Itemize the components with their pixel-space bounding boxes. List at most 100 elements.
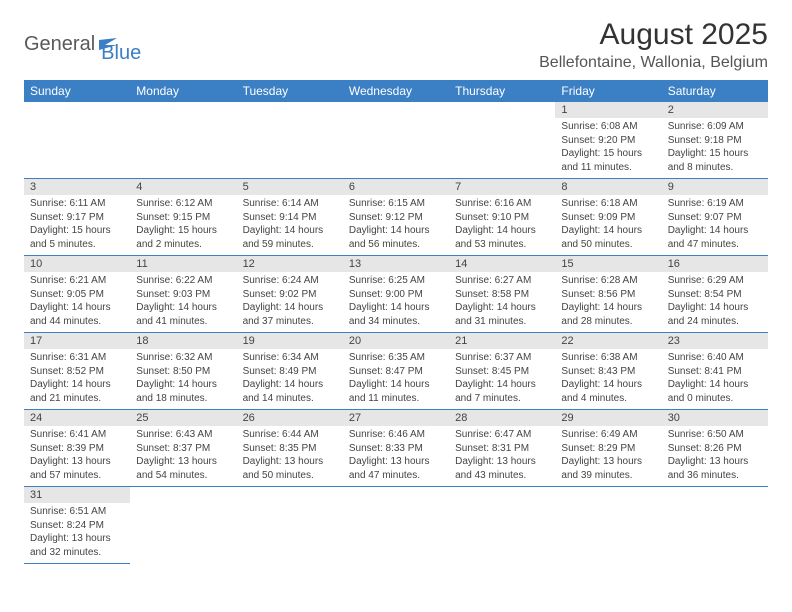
- day-info: Sunrise: 6:27 AMSunset: 8:58 PMDaylight:…: [449, 272, 555, 332]
- calendar-cell: 15Sunrise: 6:28 AMSunset: 8:56 PMDayligh…: [555, 256, 661, 333]
- day-header: Monday: [130, 80, 236, 102]
- day-number: 29: [555, 410, 661, 426]
- day-info: Sunrise: 6:09 AMSunset: 9:18 PMDaylight:…: [662, 118, 768, 178]
- calendar-cell: 12Sunrise: 6:24 AMSunset: 9:02 PMDayligh…: [237, 256, 343, 333]
- calendar-cell: 3Sunrise: 6:11 AMSunset: 9:17 PMDaylight…: [24, 179, 130, 256]
- logo-text-sub: Blue: [101, 42, 141, 64]
- calendar-cell: 21Sunrise: 6:37 AMSunset: 8:45 PMDayligh…: [449, 333, 555, 410]
- calendar-cell: 29Sunrise: 6:49 AMSunset: 8:29 PMDayligh…: [555, 410, 661, 487]
- calendar-row: 31Sunrise: 6:51 AMSunset: 8:24 PMDayligh…: [24, 487, 768, 564]
- day-number: 31: [24, 487, 130, 503]
- day-info: Sunrise: 6:41 AMSunset: 8:39 PMDaylight:…: [24, 426, 130, 486]
- calendar-cell: [130, 487, 236, 564]
- day-header: Tuesday: [237, 80, 343, 102]
- day-number: 15: [555, 256, 661, 272]
- day-number: 21: [449, 333, 555, 349]
- day-info: Sunrise: 6:43 AMSunset: 8:37 PMDaylight:…: [130, 426, 236, 486]
- calendar-row: 3Sunrise: 6:11 AMSunset: 9:17 PMDaylight…: [24, 179, 768, 256]
- calendar-cell: 20Sunrise: 6:35 AMSunset: 8:47 PMDayligh…: [343, 333, 449, 410]
- day-info: Sunrise: 6:46 AMSunset: 8:33 PMDaylight:…: [343, 426, 449, 486]
- day-info: Sunrise: 6:11 AMSunset: 9:17 PMDaylight:…: [24, 195, 130, 255]
- day-info: Sunrise: 6:44 AMSunset: 8:35 PMDaylight:…: [237, 426, 343, 486]
- calendar-cell: [449, 102, 555, 179]
- day-info: Sunrise: 6:50 AMSunset: 8:26 PMDaylight:…: [662, 426, 768, 486]
- day-number: 19: [237, 333, 343, 349]
- calendar-cell: 19Sunrise: 6:34 AMSunset: 8:49 PMDayligh…: [237, 333, 343, 410]
- day-number: 24: [24, 410, 130, 426]
- title-block: August 2025 Bellefontaine, Wallonia, Bel…: [539, 18, 768, 72]
- calendar-row: 1Sunrise: 6:08 AMSunset: 9:20 PMDaylight…: [24, 102, 768, 179]
- calendar-cell: [662, 487, 768, 564]
- calendar-cell: [343, 487, 449, 564]
- location-text: Bellefontaine, Wallonia, Belgium: [539, 54, 768, 72]
- calendar-cell: 1Sunrise: 6:08 AMSunset: 9:20 PMDaylight…: [555, 102, 661, 179]
- day-number: 4: [130, 179, 236, 195]
- calendar-row: 10Sunrise: 6:21 AMSunset: 9:05 PMDayligh…: [24, 256, 768, 333]
- day-number: 2: [662, 102, 768, 118]
- day-header: Thursday: [449, 80, 555, 102]
- day-info: Sunrise: 6:12 AMSunset: 9:15 PMDaylight:…: [130, 195, 236, 255]
- day-number: 27: [343, 410, 449, 426]
- day-info: Sunrise: 6:24 AMSunset: 9:02 PMDaylight:…: [237, 272, 343, 332]
- calendar-cell: 31Sunrise: 6:51 AMSunset: 8:24 PMDayligh…: [24, 487, 130, 564]
- calendar-row: 17Sunrise: 6:31 AMSunset: 8:52 PMDayligh…: [24, 333, 768, 410]
- calendar-cell: [343, 102, 449, 179]
- calendar-cell: 16Sunrise: 6:29 AMSunset: 8:54 PMDayligh…: [662, 256, 768, 333]
- day-info: Sunrise: 6:22 AMSunset: 9:03 PMDaylight:…: [130, 272, 236, 332]
- calendar-table: SundayMondayTuesdayWednesdayThursdayFrid…: [24, 80, 768, 564]
- day-header: Sunday: [24, 80, 130, 102]
- day-info: Sunrise: 6:35 AMSunset: 8:47 PMDaylight:…: [343, 349, 449, 409]
- day-number: 10: [24, 256, 130, 272]
- day-number: 16: [662, 256, 768, 272]
- day-info: Sunrise: 6:37 AMSunset: 8:45 PMDaylight:…: [449, 349, 555, 409]
- day-number: 17: [24, 333, 130, 349]
- day-info: Sunrise: 6:15 AMSunset: 9:12 PMDaylight:…: [343, 195, 449, 255]
- calendar-cell: 28Sunrise: 6:47 AMSunset: 8:31 PMDayligh…: [449, 410, 555, 487]
- day-number: 22: [555, 333, 661, 349]
- day-number: 26: [237, 410, 343, 426]
- calendar-cell: 30Sunrise: 6:50 AMSunset: 8:26 PMDayligh…: [662, 410, 768, 487]
- calendar-cell: 6Sunrise: 6:15 AMSunset: 9:12 PMDaylight…: [343, 179, 449, 256]
- day-number: 6: [343, 179, 449, 195]
- day-info: Sunrise: 6:31 AMSunset: 8:52 PMDaylight:…: [24, 349, 130, 409]
- day-header: Friday: [555, 80, 661, 102]
- day-header-row: SundayMondayTuesdayWednesdayThursdayFrid…: [24, 80, 768, 102]
- day-number: 3: [24, 179, 130, 195]
- day-number: 14: [449, 256, 555, 272]
- day-number: 7: [449, 179, 555, 195]
- day-info: Sunrise: 6:34 AMSunset: 8:49 PMDaylight:…: [237, 349, 343, 409]
- calendar-row: 24Sunrise: 6:41 AMSunset: 8:39 PMDayligh…: [24, 410, 768, 487]
- calendar-cell: [237, 102, 343, 179]
- calendar-cell: 14Sunrise: 6:27 AMSunset: 8:58 PMDayligh…: [449, 256, 555, 333]
- day-info: Sunrise: 6:38 AMSunset: 8:43 PMDaylight:…: [555, 349, 661, 409]
- day-number: 25: [130, 410, 236, 426]
- calendar-cell: 10Sunrise: 6:21 AMSunset: 9:05 PMDayligh…: [24, 256, 130, 333]
- day-info: Sunrise: 6:32 AMSunset: 8:50 PMDaylight:…: [130, 349, 236, 409]
- day-number: 28: [449, 410, 555, 426]
- day-number: 18: [130, 333, 236, 349]
- calendar-cell: [130, 102, 236, 179]
- day-number: 9: [662, 179, 768, 195]
- calendar-cell: 18Sunrise: 6:32 AMSunset: 8:50 PMDayligh…: [130, 333, 236, 410]
- day-info: Sunrise: 6:49 AMSunset: 8:29 PMDaylight:…: [555, 426, 661, 486]
- calendar-cell: 17Sunrise: 6:31 AMSunset: 8:52 PMDayligh…: [24, 333, 130, 410]
- calendar-cell: [555, 487, 661, 564]
- day-info: Sunrise: 6:14 AMSunset: 9:14 PMDaylight:…: [237, 195, 343, 255]
- calendar-cell: 27Sunrise: 6:46 AMSunset: 8:33 PMDayligh…: [343, 410, 449, 487]
- day-info: Sunrise: 6:51 AMSunset: 8:24 PMDaylight:…: [24, 503, 130, 563]
- calendar-cell: 4Sunrise: 6:12 AMSunset: 9:15 PMDaylight…: [130, 179, 236, 256]
- calendar-cell: 24Sunrise: 6:41 AMSunset: 8:39 PMDayligh…: [24, 410, 130, 487]
- day-number: 11: [130, 256, 236, 272]
- calendar-body: 1Sunrise: 6:08 AMSunset: 9:20 PMDaylight…: [24, 102, 768, 564]
- day-info: Sunrise: 6:19 AMSunset: 9:07 PMDaylight:…: [662, 195, 768, 255]
- calendar-cell: 13Sunrise: 6:25 AMSunset: 9:00 PMDayligh…: [343, 256, 449, 333]
- day-info: Sunrise: 6:18 AMSunset: 9:09 PMDaylight:…: [555, 195, 661, 255]
- day-header: Wednesday: [343, 80, 449, 102]
- calendar-cell: 8Sunrise: 6:18 AMSunset: 9:09 PMDaylight…: [555, 179, 661, 256]
- calendar-cell: 9Sunrise: 6:19 AMSunset: 9:07 PMDaylight…: [662, 179, 768, 256]
- day-info: Sunrise: 6:25 AMSunset: 9:00 PMDaylight:…: [343, 272, 449, 332]
- calendar-cell: 22Sunrise: 6:38 AMSunset: 8:43 PMDayligh…: [555, 333, 661, 410]
- day-number: 20: [343, 333, 449, 349]
- calendar-cell: 11Sunrise: 6:22 AMSunset: 9:03 PMDayligh…: [130, 256, 236, 333]
- day-number: 13: [343, 256, 449, 272]
